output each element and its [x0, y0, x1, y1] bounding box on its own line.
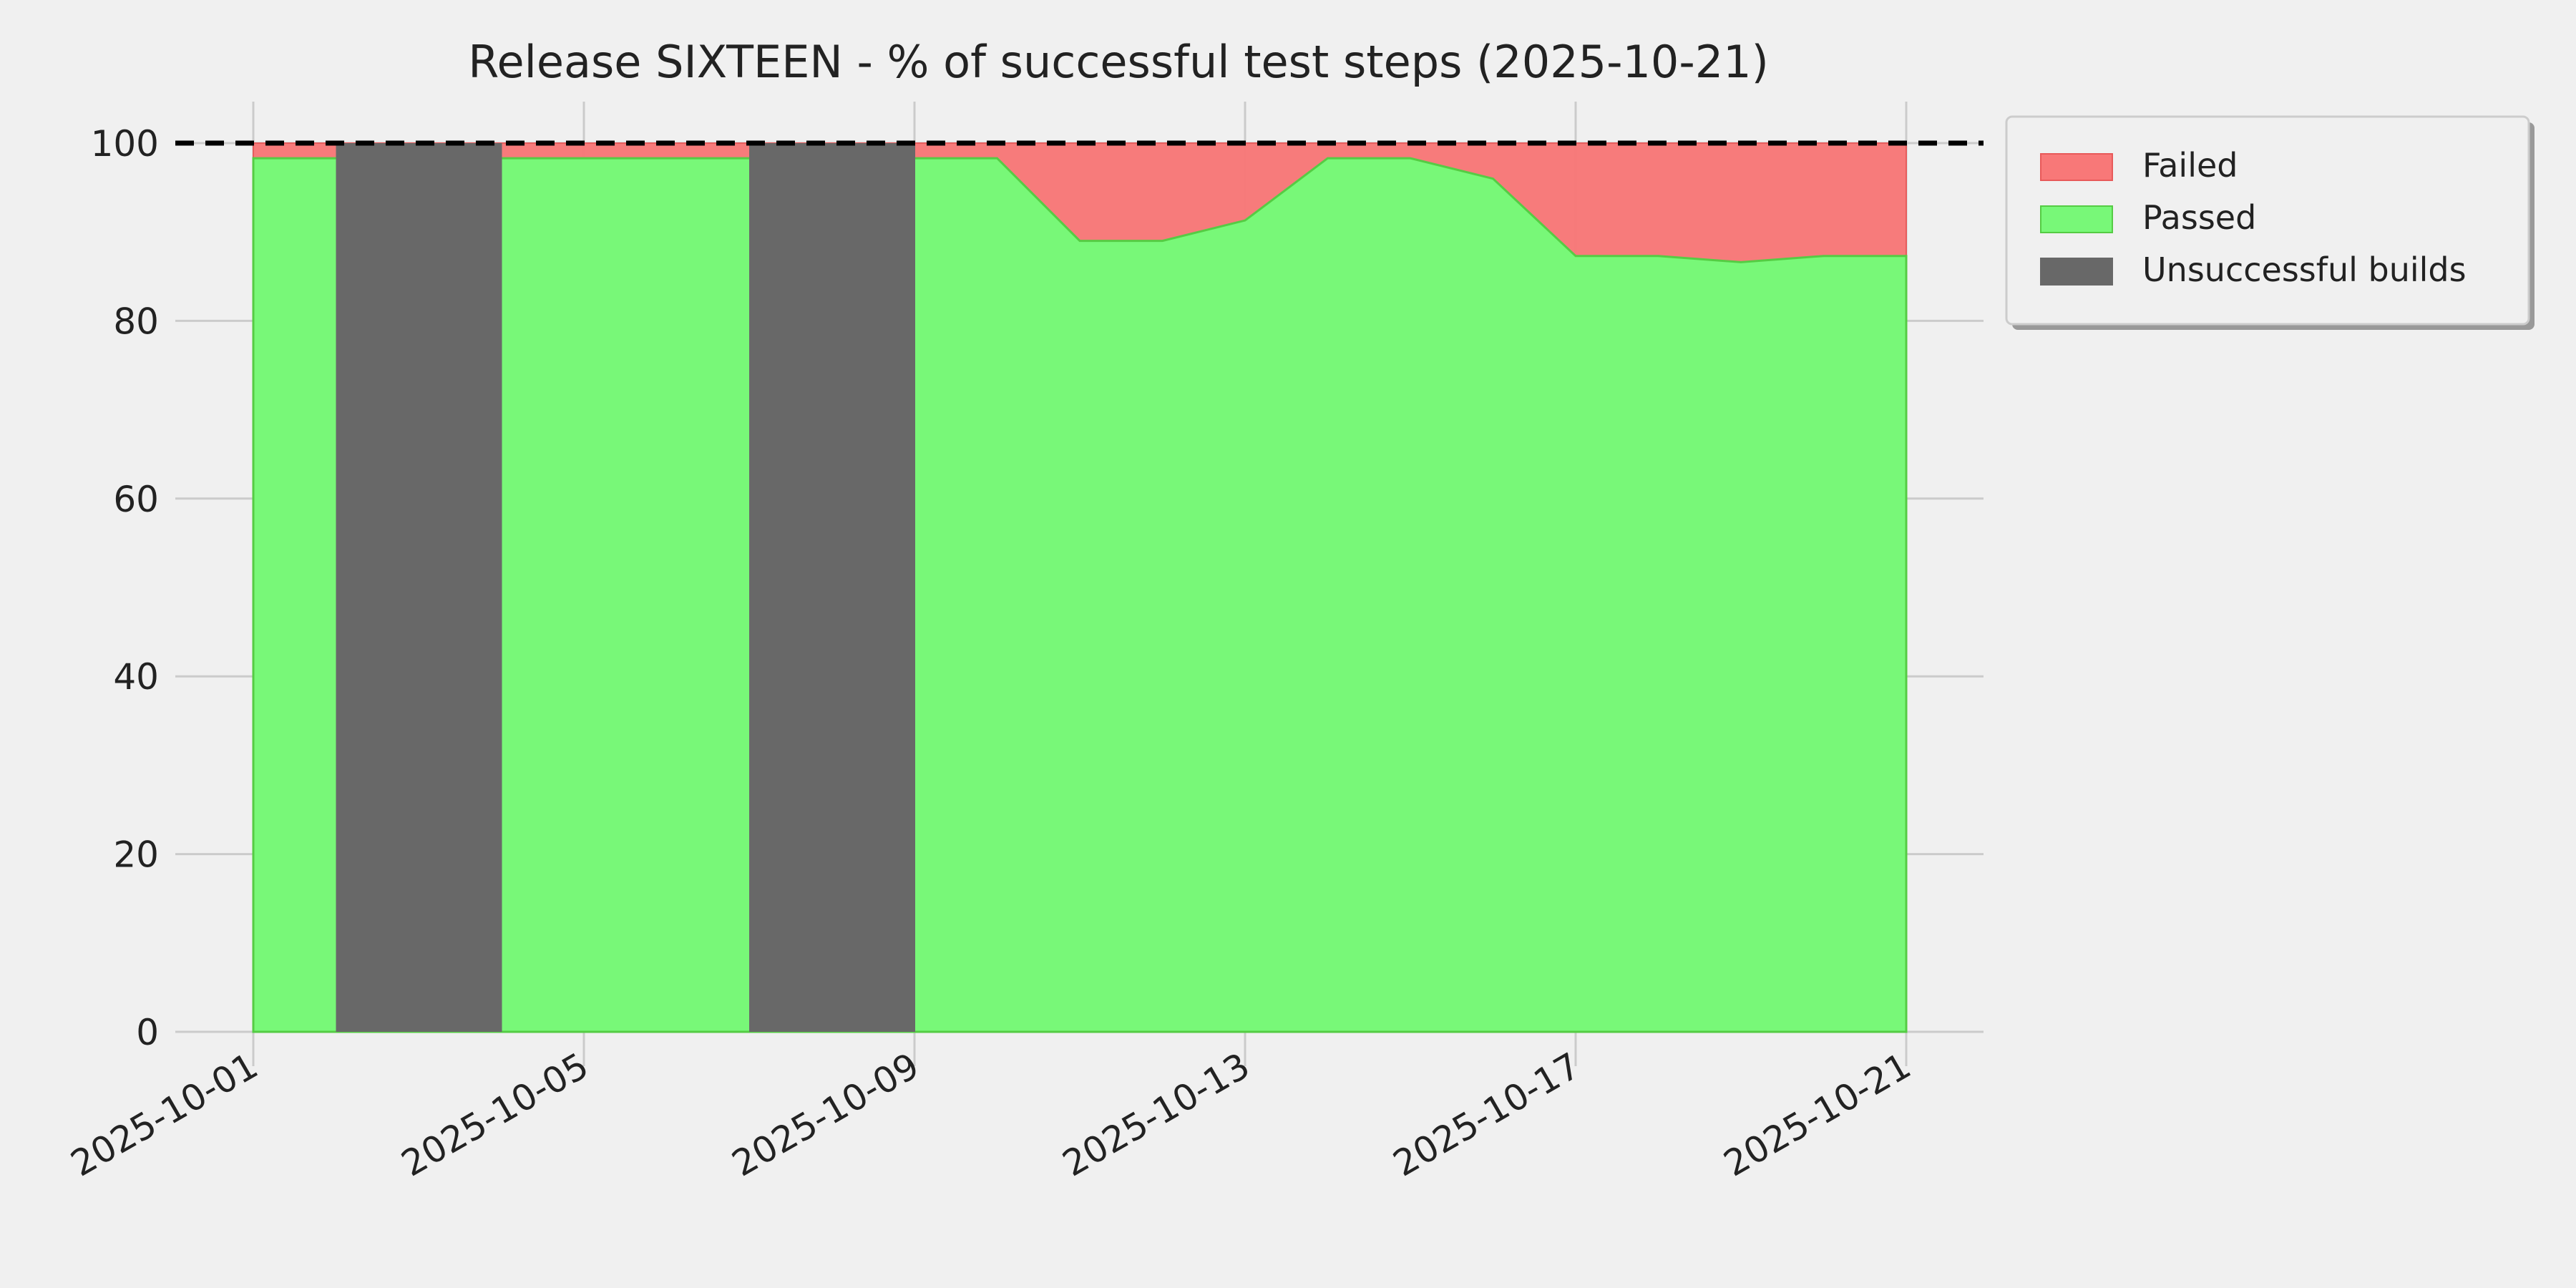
y-tick-label: 20 [113, 834, 159, 876]
legend-unsuccessful-builds-label: Unsuccessful builds [2142, 250, 2467, 289]
unsuccessful-build-bar [419, 143, 502, 1032]
legend-passed-swatch [2040, 205, 2113, 233]
plot-areas [175, 140, 1984, 1033]
legend-failed-label: Failed [2142, 146, 2238, 185]
x-tick-label: 2025-10-21 [1717, 1045, 1918, 1185]
legend-box [2005, 115, 2530, 326]
y-tick-label: 40 [113, 656, 159, 698]
legend-passed-label: Passed [2142, 198, 2256, 237]
y-tick-label: 60 [113, 479, 159, 520]
unsuccessful-build-bar [336, 143, 419, 1032]
legend: Failed Passed Unsuccessful builds [2005, 115, 2534, 330]
chart-title: Release SIXTEEN - % of successful test s… [468, 36, 1769, 88]
y-tick-label: 80 [113, 301, 159, 342]
x-tick-label: 2025-10-09 [725, 1045, 926, 1185]
legend-failed-swatch [2040, 153, 2113, 181]
x-tick-label: 2025-10-13 [1055, 1045, 1257, 1185]
x-tick-label: 2025-10-17 [1386, 1045, 1587, 1185]
legend-unsuccessful-builds-swatch [2040, 258, 2113, 286]
unsuccessful-build-bar [749, 143, 833, 1032]
unsuccessful-build-bar [831, 143, 915, 1032]
y-tick-label: 100 [91, 123, 159, 165]
y-tick-label: 0 [136, 1012, 159, 1053]
x-tick-label: 2025-10-05 [394, 1045, 595, 1185]
x-tick-label: 2025-10-01 [64, 1045, 265, 1185]
